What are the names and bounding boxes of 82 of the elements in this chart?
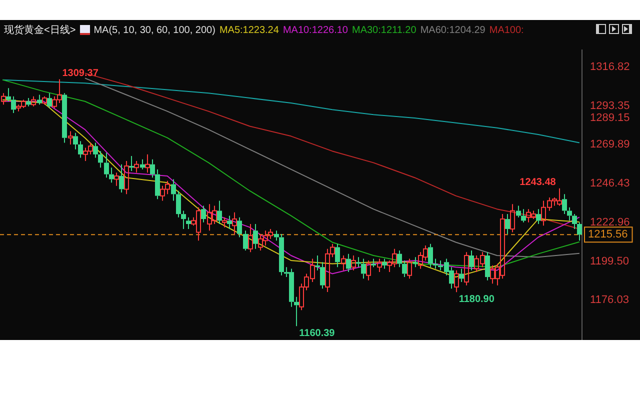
candlestick: [572, 214, 577, 230]
legend-title: MA(5, 10, 30, 60, 100, 200): [94, 24, 216, 36]
candlestick: [366, 260, 371, 281]
candlestick: [294, 296, 299, 327]
candlestick: [11, 96, 16, 114]
candlestick: [119, 164, 124, 194]
candlestick: [47, 92, 52, 108]
candlestick: [227, 215, 232, 230]
candlestick: [181, 210, 186, 230]
candlestick: [402, 260, 407, 278]
candlestick: [320, 262, 325, 290]
candlestick: [516, 205, 521, 218]
y-tick-label: 1269.89: [590, 138, 630, 151]
candlestick: [433, 258, 438, 270]
candlestick: [134, 160, 139, 174]
candlestick: [397, 250, 402, 268]
candlestick: [109, 167, 114, 184]
candlestick: [129, 156, 134, 172]
candlestick: [104, 152, 109, 178]
candlestick: [361, 258, 366, 280]
candlestick: [98, 150, 103, 168]
candlestick: [356, 256, 361, 268]
candlestick: [155, 168, 160, 200]
candlestick: [562, 194, 567, 215]
candlestick: [505, 214, 510, 234]
annotation: 1180.90: [458, 294, 495, 305]
y-tick-label: 1199.50: [590, 255, 629, 268]
y-tick-label: 1289.15: [590, 112, 630, 124]
candlestick: [124, 160, 129, 195]
candlestick: [279, 233, 284, 276]
annotation: 1309.37: [62, 68, 99, 79]
y-tick-label: 1222.96: [590, 216, 630, 228]
candlestick: [485, 252, 490, 281]
text: MA100:: [489, 24, 524, 36]
candlestick: [351, 254, 356, 271]
candlestick: [341, 254, 346, 271]
candlestick: [237, 216, 242, 238]
candlestick: [62, 92, 67, 144]
candlestick: [248, 224, 253, 253]
candlestick: [510, 204, 515, 233]
candlestick: [37, 94, 42, 106]
candlestick: [140, 158, 145, 170]
candlestick: [186, 216, 191, 230]
candlestick: [413, 256, 418, 268]
candlestick: [217, 200, 222, 224]
candlestick: [567, 206, 572, 222]
candlestick: [201, 205, 206, 223]
candlestick: [274, 230, 279, 242]
ref-line-label: 1215.56: [588, 228, 628, 241]
annotation: 1160.39: [299, 328, 336, 339]
candlestick: [521, 208, 526, 223]
y-tick-label: 1246.43: [590, 178, 630, 190]
candlestick: [253, 224, 258, 250]
text: MA60:1204.29: [420, 24, 486, 36]
candlestick: [68, 130, 73, 145]
candlestick: [469, 250, 474, 271]
candlestick: [243, 230, 248, 252]
candlestick: [26, 98, 31, 107]
y-tick-label: 1176.03: [590, 294, 629, 306]
text: MA10:1226.10: [282, 24, 348, 36]
y-tick-label: 1316.82: [590, 60, 630, 73]
text: MA5:1223.24: [219, 24, 279, 36]
candlestick: [459, 268, 464, 282]
candlestick: [176, 190, 181, 218]
candlestick: [114, 172, 119, 186]
candlestick: [78, 140, 83, 158]
candlestick: [6, 88, 11, 102]
candlestick: [150, 158, 155, 178]
candlestick: [145, 154, 150, 174]
candlestick: [315, 254, 320, 271]
y-tick-label: 1293.35: [590, 100, 630, 112]
annotation: 1243.48: [520, 177, 556, 188]
candlestick: [536, 208, 541, 224]
candlestick: [346, 253, 351, 273]
chart-title: 现货黄金<日线>: [4, 24, 76, 37]
text: MA30:1211.20: [352, 24, 416, 36]
candlestick: [577, 222, 582, 242]
candlestick: [335, 243, 340, 268]
candlestick: [371, 258, 376, 268]
candlestick: [73, 132, 78, 150]
candlestick: [171, 178, 176, 202]
candlestick: [232, 212, 237, 234]
